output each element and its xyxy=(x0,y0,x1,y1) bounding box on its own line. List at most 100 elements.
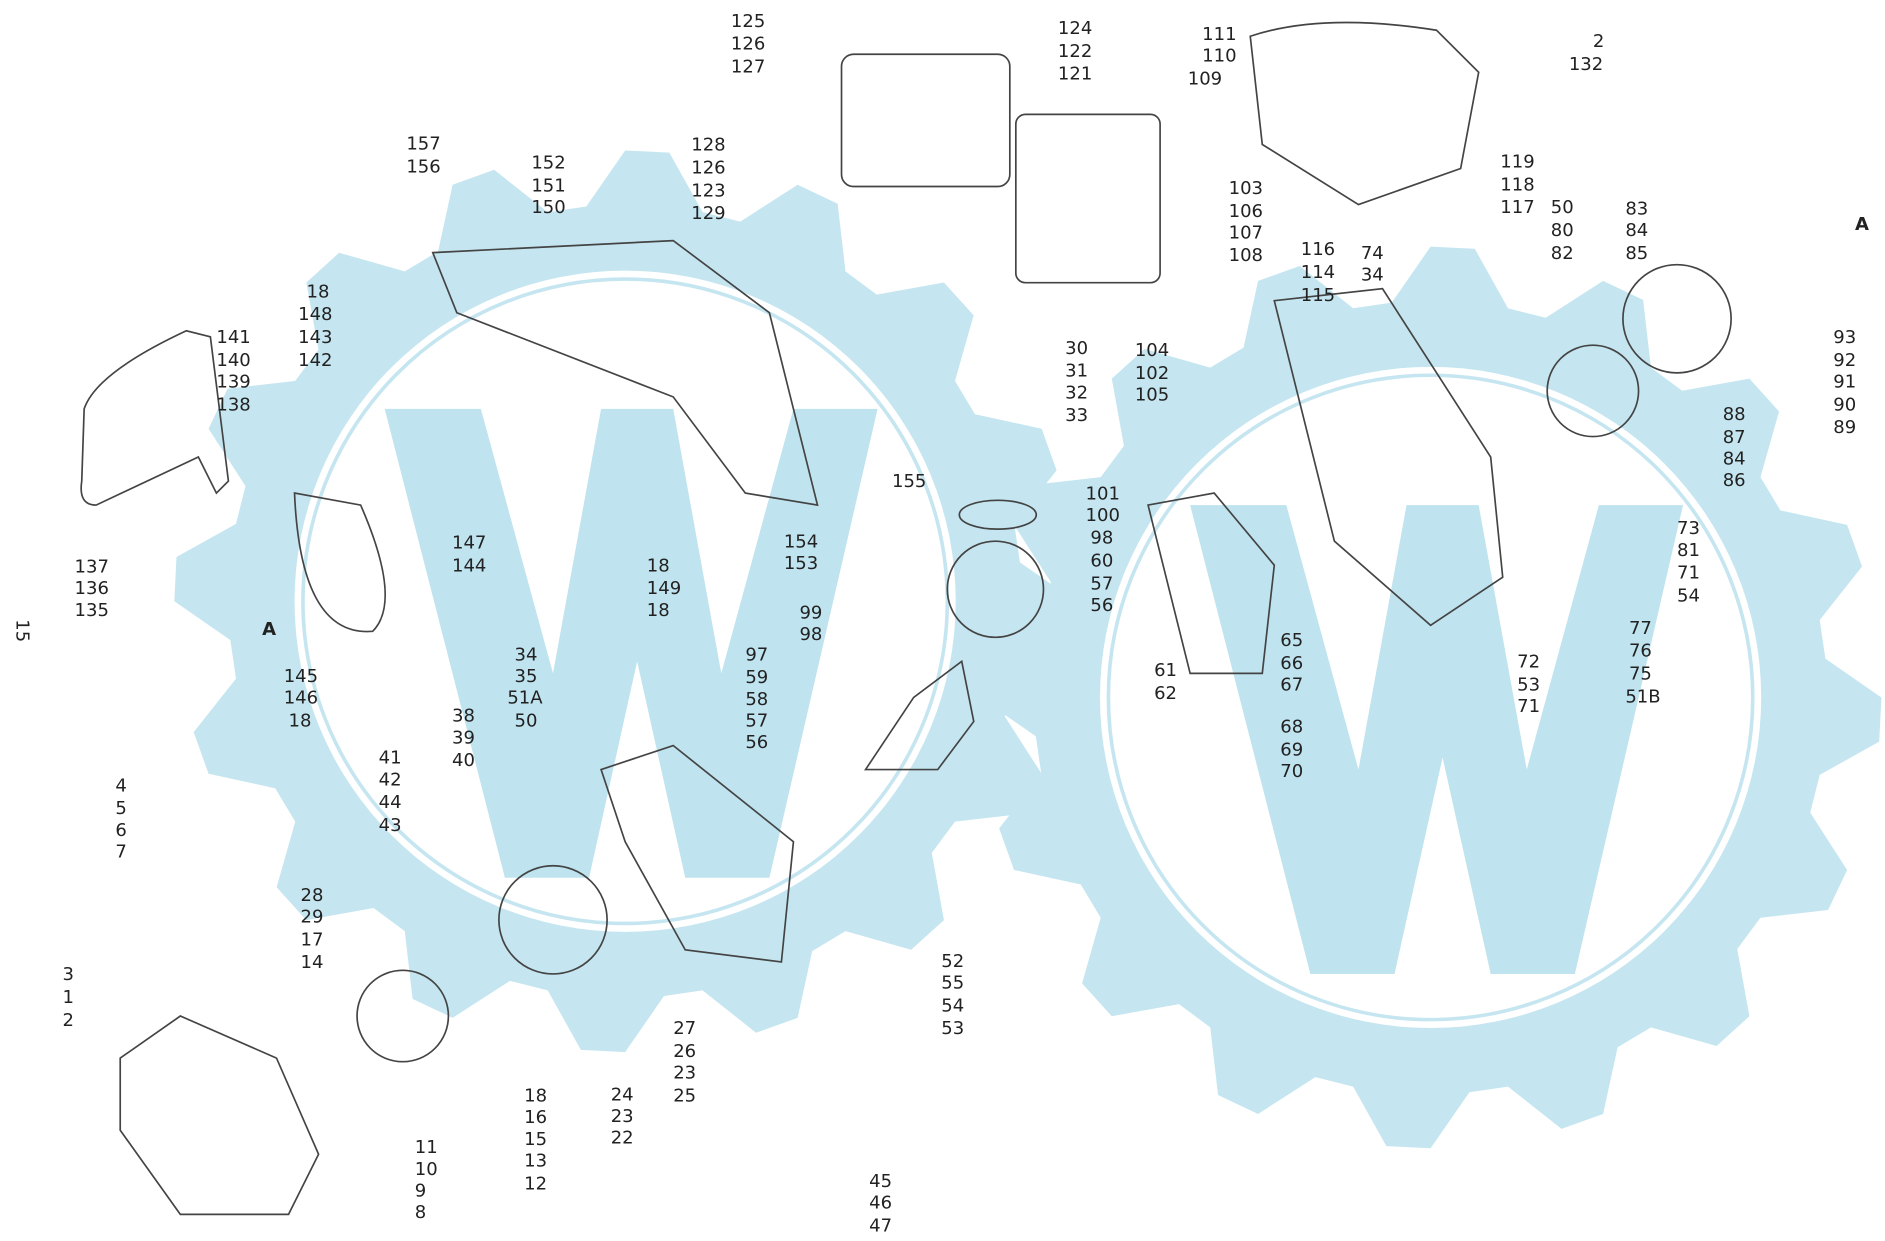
part-number: 102 xyxy=(1135,363,1169,384)
part-number: 68 xyxy=(1280,716,1303,737)
part-number: 157 xyxy=(406,133,440,154)
part-number: 107 xyxy=(1229,222,1263,243)
part-number: 1 xyxy=(63,987,74,1008)
part-number: 98 xyxy=(799,624,822,645)
part-number: 15 xyxy=(524,1129,547,1150)
parts xyxy=(80,21,1732,1216)
part-number: 136 xyxy=(75,578,109,599)
part-number: 17 xyxy=(301,929,324,950)
part-number: 54 xyxy=(1677,585,1700,606)
part-number: 65 xyxy=(1280,630,1303,651)
part-number: 22 xyxy=(611,1128,634,1149)
part-number: 77 xyxy=(1629,618,1652,639)
part-number: 2 xyxy=(1593,31,1604,52)
part-number: 154 xyxy=(784,531,818,552)
part-number: 66 xyxy=(1280,653,1303,674)
part-number: 83 xyxy=(1625,198,1648,219)
part-number: 128 xyxy=(691,135,725,156)
part-number: 98 xyxy=(1090,528,1113,549)
part-number: 87 xyxy=(1723,427,1746,448)
part-number: 51A xyxy=(507,688,543,709)
part-number: 42 xyxy=(379,769,402,790)
part-number: 69 xyxy=(1280,739,1303,760)
part-number: 106 xyxy=(1229,201,1263,222)
part-number: 26 xyxy=(673,1041,696,1062)
page-number: 15 xyxy=(12,619,33,642)
part-number: 46 xyxy=(869,1193,892,1214)
part-number: 51B xyxy=(1625,686,1660,707)
part-number: 39 xyxy=(452,727,475,748)
part-number: 121 xyxy=(1058,64,1092,85)
part-number: 53 xyxy=(941,1018,964,1039)
part-number: 105 xyxy=(1135,385,1169,406)
part-number: 59 xyxy=(745,667,768,688)
part-number: 151 xyxy=(531,176,565,197)
part-number: 88 xyxy=(1723,404,1746,425)
part-number: 40 xyxy=(452,750,475,771)
part-number: 108 xyxy=(1229,245,1263,266)
part-number: 143 xyxy=(298,327,332,348)
crankcase-left xyxy=(600,744,795,963)
clutch xyxy=(1546,344,1640,438)
part-number: 117 xyxy=(1500,197,1534,218)
part-number: 67 xyxy=(1280,674,1303,695)
part-number: 72 xyxy=(1517,652,1540,673)
part-number: 12 xyxy=(524,1173,547,1194)
part-number: 103 xyxy=(1229,178,1263,199)
watermark xyxy=(174,150,1882,1149)
part-number: 9 xyxy=(415,1181,426,1202)
part-number: 3 xyxy=(63,964,74,985)
part-number: 2 xyxy=(63,1010,74,1031)
part-number: 34 xyxy=(515,644,538,665)
part-number: 132 xyxy=(1569,54,1603,75)
part-number: 10 xyxy=(415,1159,438,1180)
part-number: 141 xyxy=(216,327,250,348)
part-number: 31 xyxy=(1065,361,1088,382)
part-number: 99 xyxy=(799,602,822,623)
part-number: 109 xyxy=(1188,69,1222,90)
crankshaft xyxy=(863,659,975,771)
part-number: 147 xyxy=(452,533,486,554)
part-number: 97 xyxy=(745,644,768,665)
part-number: 32 xyxy=(1065,382,1088,403)
part-number: 47 xyxy=(869,1215,892,1236)
part-number: 13 xyxy=(524,1150,547,1171)
part-number: 119 xyxy=(1500,151,1534,172)
part-number: 50 xyxy=(515,710,538,731)
part-number: 16 xyxy=(524,1107,547,1128)
piston-rings xyxy=(958,499,1038,530)
part-number: 110 xyxy=(1202,46,1236,67)
part-number: 45 xyxy=(869,1171,892,1192)
part-number: 129 xyxy=(691,203,725,224)
muffler xyxy=(840,53,1011,188)
part-number: 24 xyxy=(611,1084,634,1105)
part-number: 114 xyxy=(1301,262,1335,283)
part-number: 93 xyxy=(1833,327,1856,348)
part-number: 152 xyxy=(531,153,565,174)
chain-brake-band xyxy=(293,492,387,633)
part-number: 18 xyxy=(307,281,330,302)
part-number: 153 xyxy=(784,553,818,574)
gasket xyxy=(1147,492,1276,675)
part-number: 150 xyxy=(531,197,565,218)
section-marker: A xyxy=(1855,214,1869,235)
part-number: 44 xyxy=(379,792,402,813)
part-number: 155 xyxy=(892,471,926,492)
part-number: 84 xyxy=(1625,220,1648,241)
pulley xyxy=(356,969,450,1063)
part-number: 71 xyxy=(1517,696,1540,717)
part-number: 100 xyxy=(1086,505,1120,526)
part-number: 70 xyxy=(1280,761,1303,782)
part-number: 86 xyxy=(1723,470,1746,491)
part-number: 125 xyxy=(731,11,765,32)
part-number: 156 xyxy=(406,156,440,177)
part-number: 82 xyxy=(1551,243,1574,264)
part-number: 29 xyxy=(301,906,324,927)
part-labels: 1251261271241221211111101092132128126123… xyxy=(63,11,1857,1237)
part-number: 14 xyxy=(301,952,324,973)
section-marker: A xyxy=(262,619,276,640)
part-number: 149 xyxy=(647,578,681,599)
part-number: 34 xyxy=(1361,264,1384,285)
part-number: 116 xyxy=(1301,239,1335,260)
